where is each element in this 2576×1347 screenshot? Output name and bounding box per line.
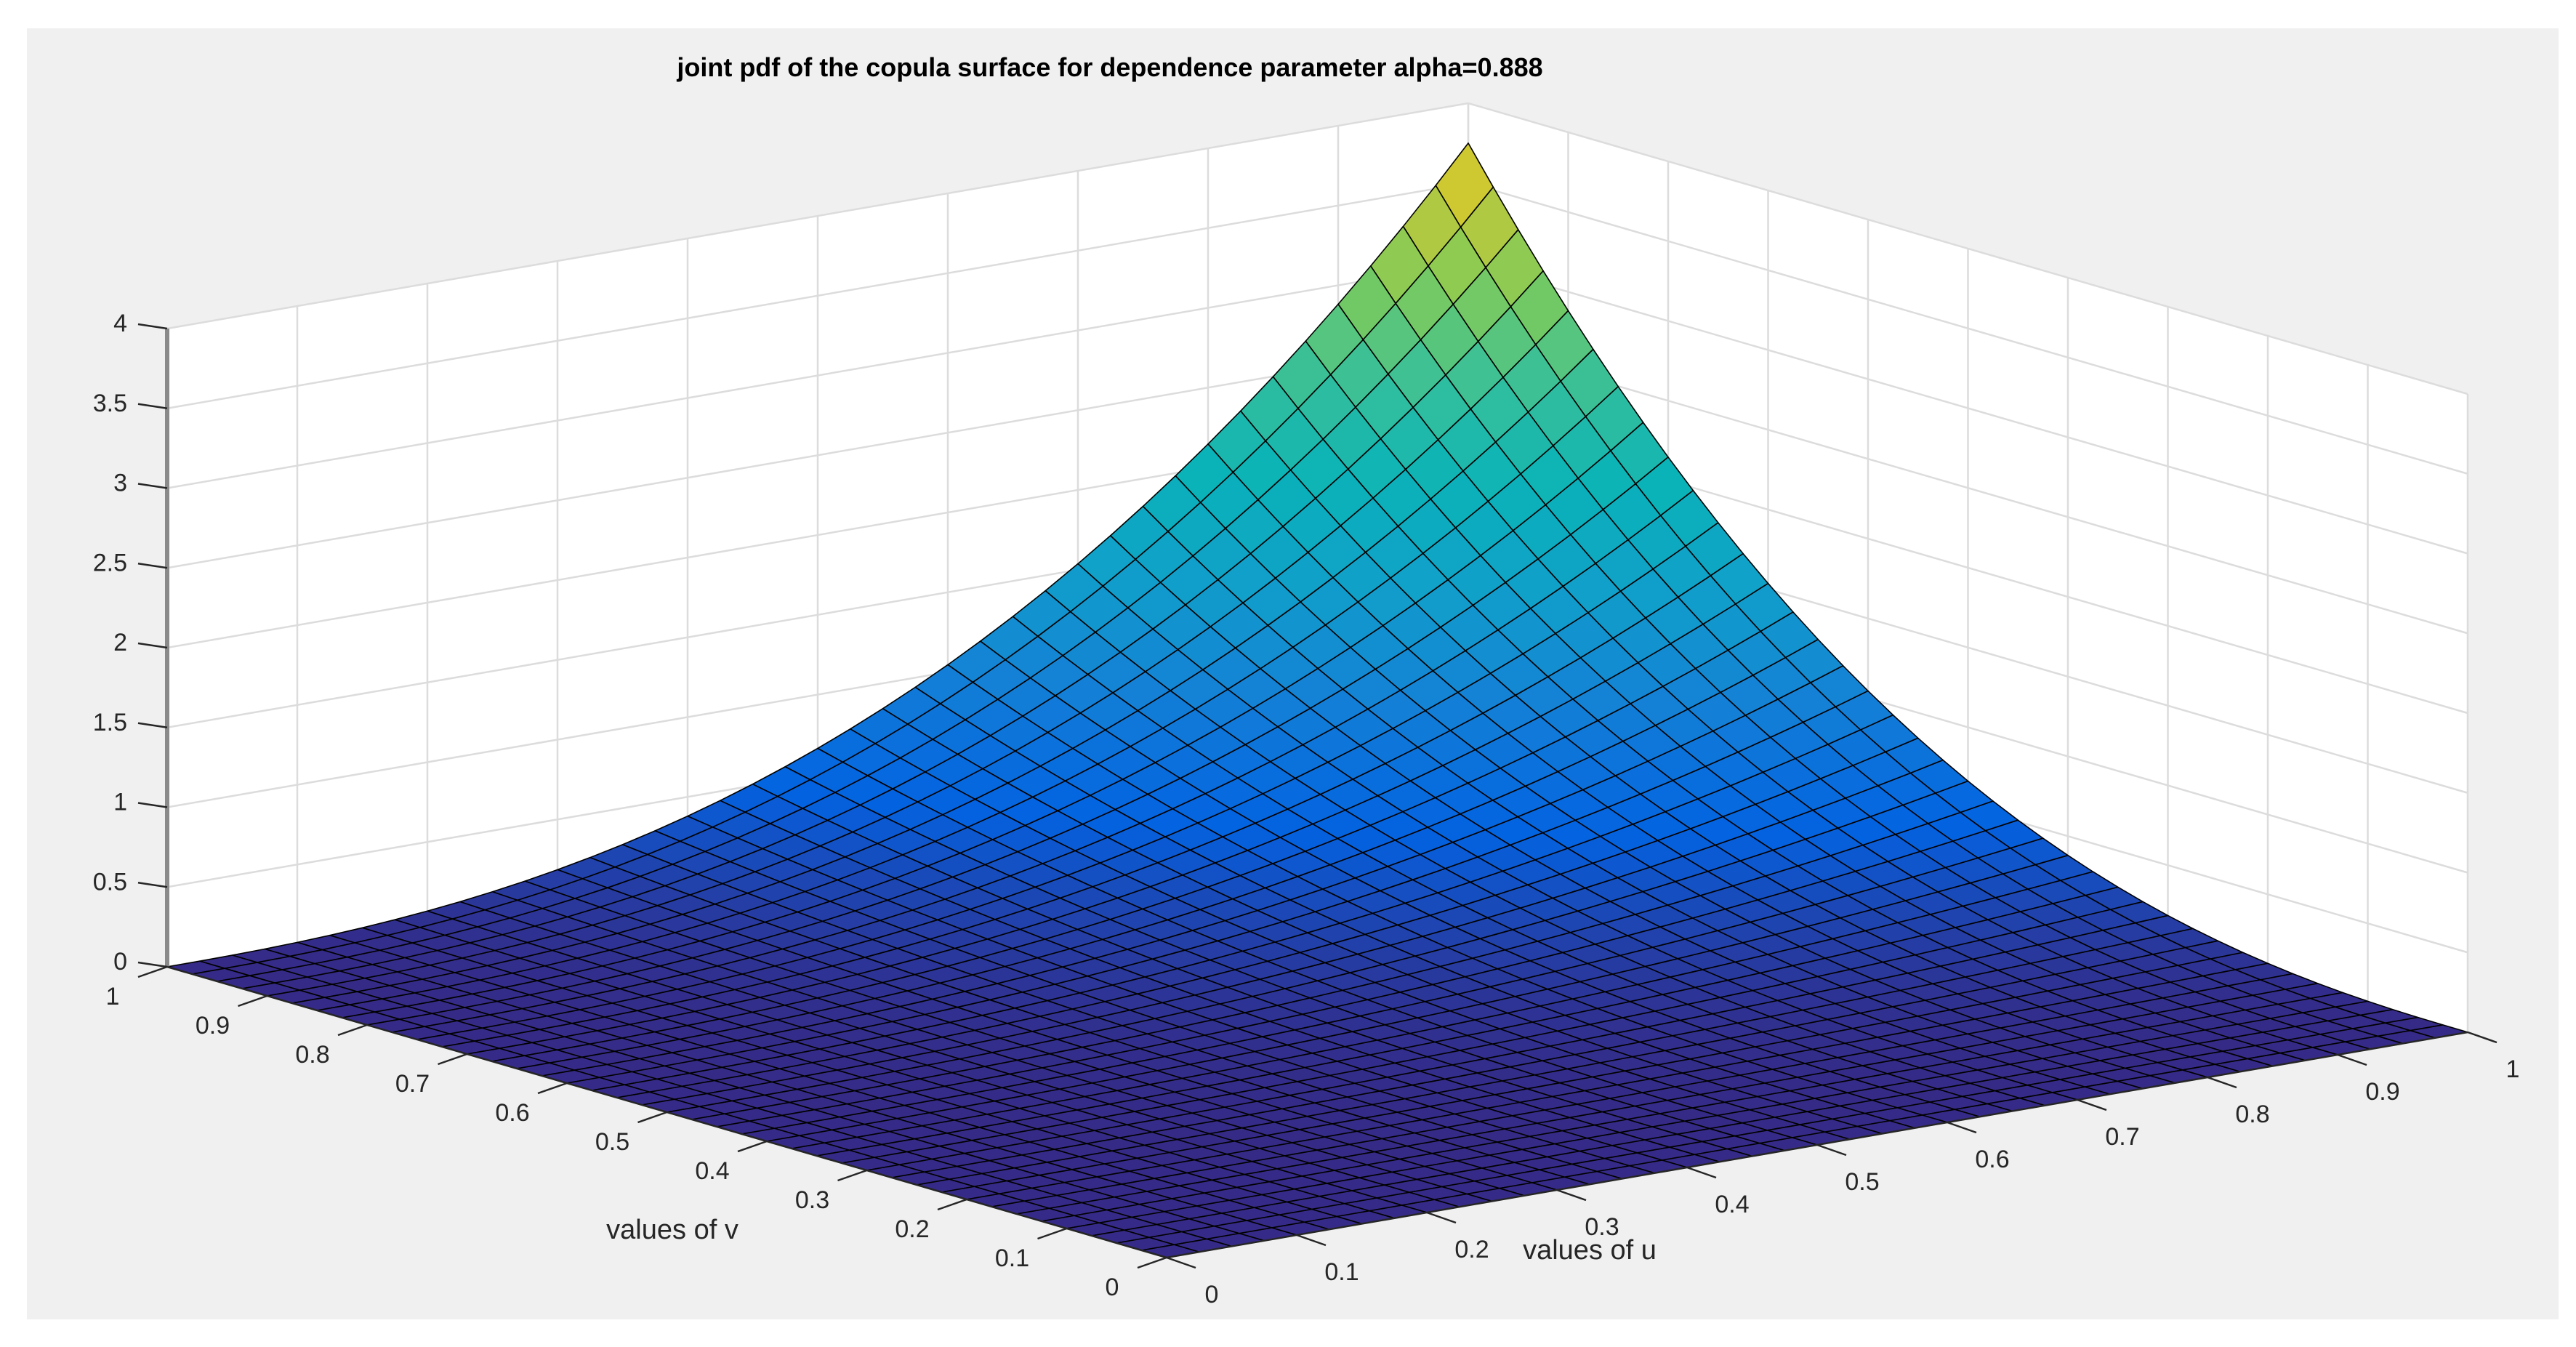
x-tick-label: 0.5 (1845, 1168, 1879, 1196)
x-tick-label: 0.3 (1585, 1213, 1619, 1241)
y-tick-label: 0.7 (395, 1070, 430, 1098)
x-tick-label: 0.9 (2365, 1078, 2399, 1106)
y-tick-label: 0 (1106, 1274, 1119, 1301)
y-tick-label: 0.1 (995, 1245, 1029, 1272)
x-tick-label: 0.2 (1454, 1236, 1489, 1263)
x-tick-label: 0.6 (1975, 1146, 2009, 1173)
y-tick-label: 1 (106, 983, 120, 1010)
x-axis-label: values of u (1523, 1235, 1657, 1266)
x-tick-label: 0.4 (1715, 1191, 1749, 1218)
x-tick-label: 0.1 (1324, 1258, 1359, 1286)
y-tick-label: 0.9 (196, 1012, 230, 1040)
z-tick-label: 2.5 (93, 549, 127, 576)
x-tick-label: 0.8 (2235, 1101, 2269, 1128)
y-axis-label: values of v (606, 1215, 738, 1245)
y-tick-label: 0.5 (595, 1128, 629, 1156)
copula-surface (166, 142, 2468, 1258)
z-tick-label: 1 (113, 789, 127, 816)
z-tick-label: 4 (113, 310, 127, 337)
z-tick-label: 0 (113, 948, 127, 976)
y-tick-label: 0.4 (695, 1157, 729, 1185)
z-tick-label: 3 (113, 470, 127, 497)
surface-plot[interactable]: 0 0.5 1 1.5 2 2.5 3 3.5 4 0 0.1 0.2 0.3 0.4 0.5 0.6 0.7 0… (27, 28, 2559, 1319)
chart-title: joint pdf of the copula surface for depe… (676, 52, 1542, 82)
x-tick-label: 0 (1205, 1281, 1219, 1308)
tick-labels: 0 0.5 1 1.5 2 2.5 3 3.5 4 0 0.1 0.2 0.3 0.4 0.5 0.6 0.7 0… (93, 310, 2520, 1308)
y-tick-label: 0.3 (795, 1186, 829, 1214)
z-tick-label: 3.5 (93, 390, 127, 417)
z-tick-label: 1.5 (93, 709, 127, 736)
z-tick-label: 0.5 (93, 868, 127, 896)
z-tick-label: 2 (113, 629, 127, 656)
y-tick-label: 0.8 (295, 1041, 329, 1069)
x-tick-label: 1 (2506, 1056, 2520, 1083)
y-tick-label: 0.2 (895, 1215, 929, 1243)
figure-window: 0 0.5 1 1.5 2 2.5 3 3.5 4 0 0.1 0.2 0.3 0.4 0.5 0.6 0.7 0… (27, 28, 2559, 1319)
y-tick-label: 0.6 (495, 1099, 529, 1127)
x-tick-label: 0.7 (2105, 1123, 2139, 1151)
